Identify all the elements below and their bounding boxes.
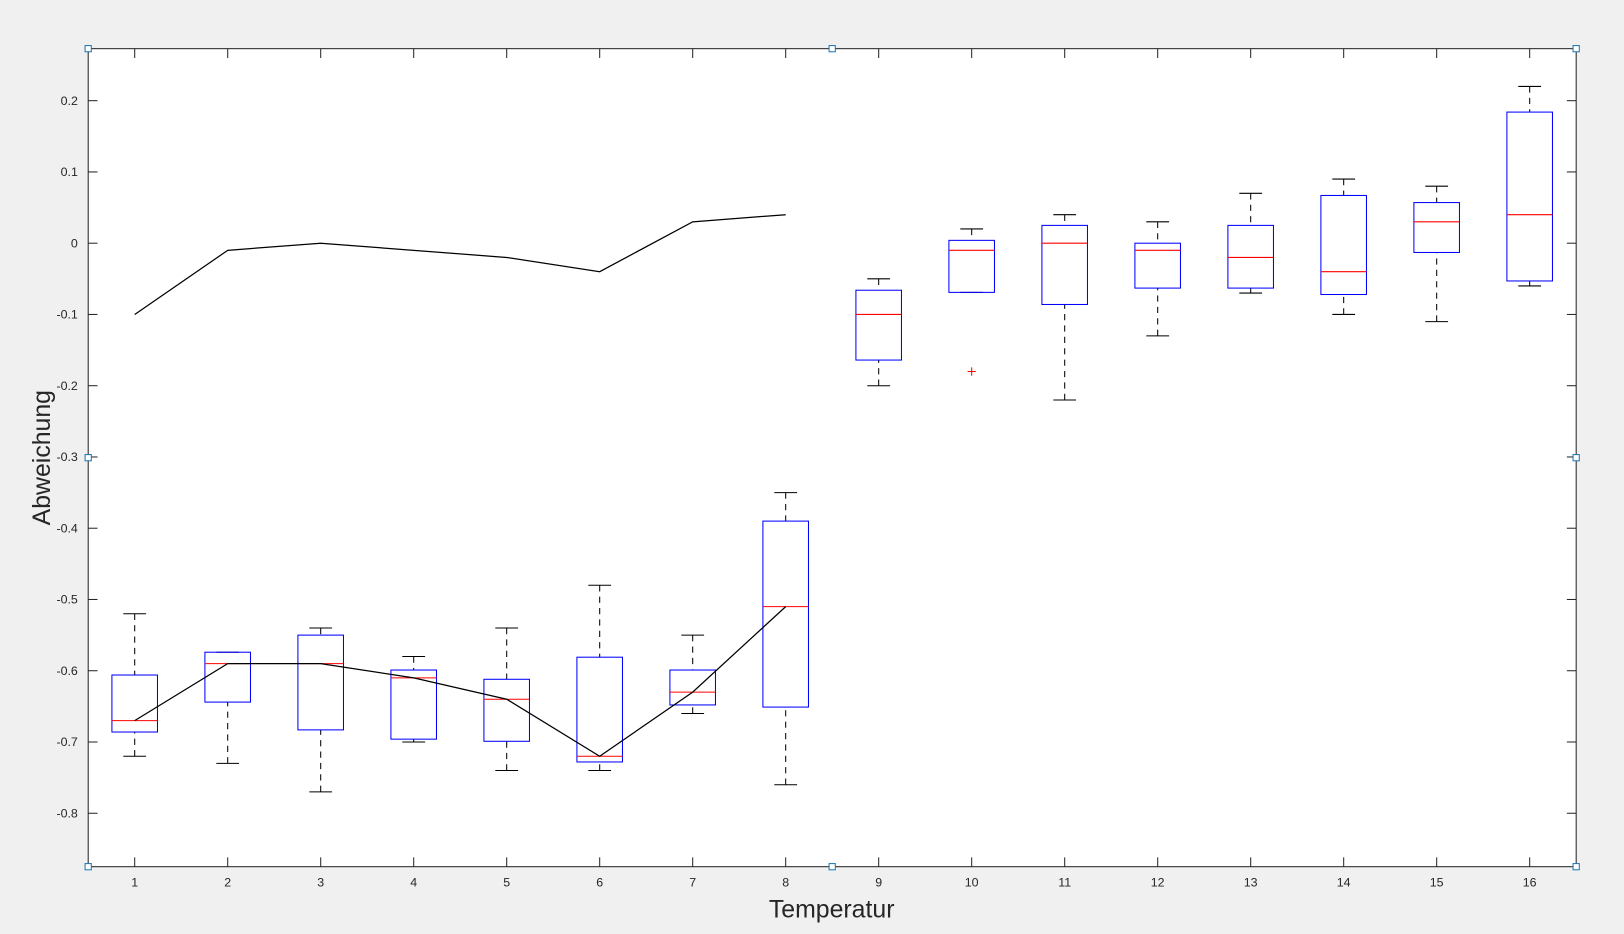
x-tick-label: 8 <box>782 875 789 889</box>
y-tick-label: 0.2 <box>61 94 78 108</box>
plot-area <box>88 48 1577 867</box>
box <box>762 520 809 708</box>
y-tick-label: -0.4 <box>56 521 77 535</box>
box <box>483 678 530 742</box>
box <box>297 634 344 731</box>
x-tick-label: 4 <box>410 875 417 889</box>
y-tick-label: -0.2 <box>56 379 77 393</box>
x-tick-label: 9 <box>875 875 882 889</box>
box <box>855 289 902 361</box>
box <box>390 669 437 740</box>
x-axis-label: Temperatur <box>769 896 895 923</box>
box <box>1506 111 1553 282</box>
box <box>1413 202 1460 253</box>
box <box>1134 242 1181 289</box>
y-tick-label: 0 <box>71 236 78 250</box>
y-tick-label: -0.8 <box>56 806 77 820</box>
y-axis-label: Abweichung <box>29 390 56 525</box>
box <box>669 669 716 706</box>
x-tick-label: 7 <box>689 875 696 889</box>
box <box>111 674 158 733</box>
box <box>1041 224 1088 305</box>
selection-handle <box>1572 45 1580 53</box>
y-tick-label: -0.7 <box>56 735 77 749</box>
x-tick-label: 12 <box>1151 875 1165 889</box>
box <box>948 239 995 293</box>
x-tick-label: 14 <box>1337 875 1351 889</box>
x-tick-label: 6 <box>596 875 603 889</box>
x-tick-label: 16 <box>1523 875 1537 889</box>
y-tick-label: -0.5 <box>56 593 77 607</box>
line <box>134 606 787 757</box>
x-tick-label: 1 <box>131 875 138 889</box>
box <box>1227 224 1274 289</box>
selection-handle <box>1572 454 1580 462</box>
x-tick-label: 2 <box>224 875 231 889</box>
y-tick-label: -0.6 <box>56 664 77 678</box>
y-tick-label: 0.1 <box>61 165 78 179</box>
y-tick-label: -0.3 <box>56 450 77 464</box>
box <box>576 656 623 763</box>
x-tick-label: 15 <box>1430 875 1444 889</box>
selection-handle <box>84 863 92 871</box>
x-tick-label: 5 <box>503 875 510 889</box>
selection-handle <box>828 863 836 871</box>
x-tick-label: 13 <box>1244 875 1258 889</box>
box <box>1320 194 1367 296</box>
selection-handle <box>84 454 92 462</box>
x-tick-label: 10 <box>965 875 979 889</box>
x-tick-label: 11 <box>1058 875 1071 889</box>
y-tick-label: -0.1 <box>56 308 77 322</box>
selection-handle <box>1572 863 1580 871</box>
outlier <box>967 367 976 376</box>
line <box>134 214 786 315</box>
selection-handle <box>828 45 836 53</box>
x-tick-label: 3 <box>317 875 324 889</box>
selection-handle <box>84 45 92 53</box>
